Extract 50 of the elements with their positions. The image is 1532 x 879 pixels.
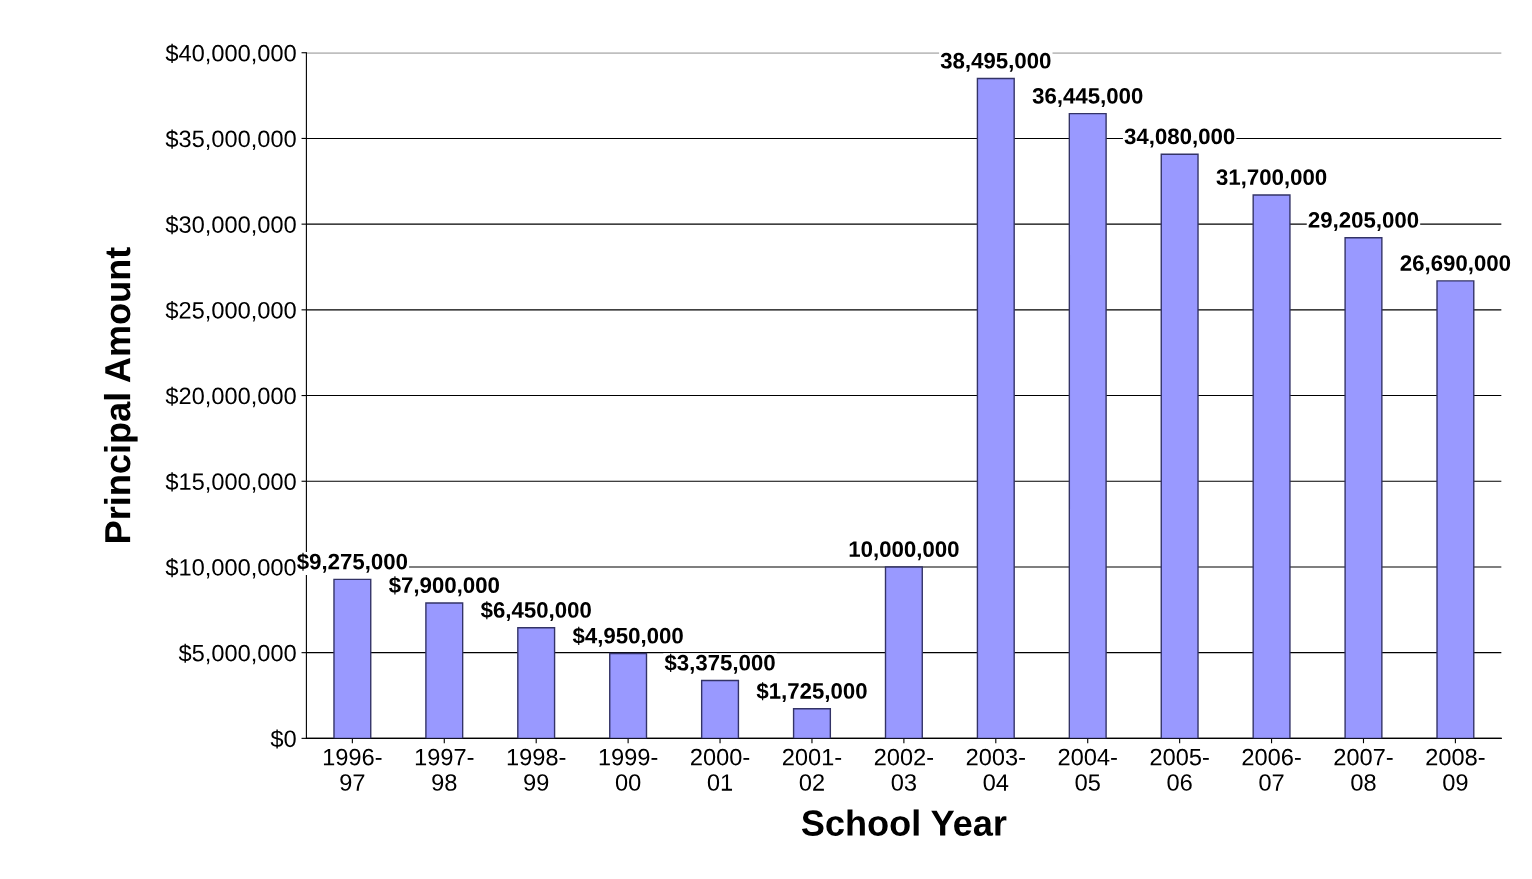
x-tick-label: 2003-04 — [966, 748, 1025, 791]
y-tick-label: $25,000,000 — [165, 300, 296, 322]
y-tick-label: $40,000,000 — [165, 43, 296, 65]
bar — [609, 652, 648, 739]
y-tick-label: $0 — [270, 729, 296, 749]
x-tick-label: 2005-06 — [1150, 748, 1209, 791]
data-label: $1,725,000 — [756, 682, 867, 703]
x-tick-label: 2008-09 — [1426, 748, 1485, 791]
bar — [333, 578, 372, 739]
bar — [517, 627, 556, 739]
bar — [1252, 194, 1291, 739]
bar — [1068, 112, 1107, 739]
data-label: $6,450,000 — [480, 601, 591, 622]
bar — [700, 679, 740, 739]
y-tick-label: $30,000,000 — [165, 215, 296, 236]
bar — [1436, 280, 1475, 739]
x-tick-label: 2006-07 — [1242, 748, 1301, 791]
data-label: 31,700,000 — [1216, 169, 1327, 189]
y-tick-label: $15,000,000 — [165, 472, 296, 493]
x-tick-label: 1996-97 — [323, 748, 382, 791]
bar — [1160, 153, 1199, 739]
y-tick-label: $20,000,000 — [165, 386, 296, 408]
bar — [425, 602, 464, 739]
y-tick-label: $35,000,000 — [165, 129, 296, 151]
data-label: $7,900,000 — [388, 576, 499, 597]
data-label: 26,690,000 — [1400, 255, 1511, 275]
y-tick-label: $5,000,000 — [178, 643, 296, 665]
x-tick-label: 2004-05 — [1058, 748, 1117, 791]
y-axis-title: Principal Amount — [103, 247, 138, 542]
x-tick-label: 1998-99 — [507, 748, 566, 791]
x-tick-label: 1999-00 — [599, 748, 658, 791]
data-label: $3,375,000 — [664, 653, 775, 674]
data-label: 38,495,000 — [940, 52, 1051, 72]
bar — [976, 77, 1015, 739]
data-label: 36,445,000 — [1032, 87, 1143, 107]
bar — [792, 708, 832, 739]
y-tick-label: $10,000,000 — [165, 558, 296, 579]
x-tick-label: 2001-02 — [782, 748, 842, 791]
data-label: 29,205,000 — [1308, 212, 1419, 232]
data-label: $9,275,000 — [297, 552, 408, 573]
data-label: $4,950,000 — [572, 626, 683, 647]
x-tick-label: 2002-03 — [874, 748, 934, 791]
bar — [1344, 237, 1383, 739]
bar — [884, 566, 923, 739]
x-axis-title: School Year — [801, 809, 1007, 836]
data-label: 10,000,000 — [849, 541, 959, 561]
x-tick-label: 2007-08 — [1334, 748, 1393, 791]
x-tick-label: 1997-98 — [415, 748, 474, 791]
data-label: 34,080,000 — [1124, 128, 1235, 148]
x-tick-label: 2000-01 — [691, 748, 750, 791]
